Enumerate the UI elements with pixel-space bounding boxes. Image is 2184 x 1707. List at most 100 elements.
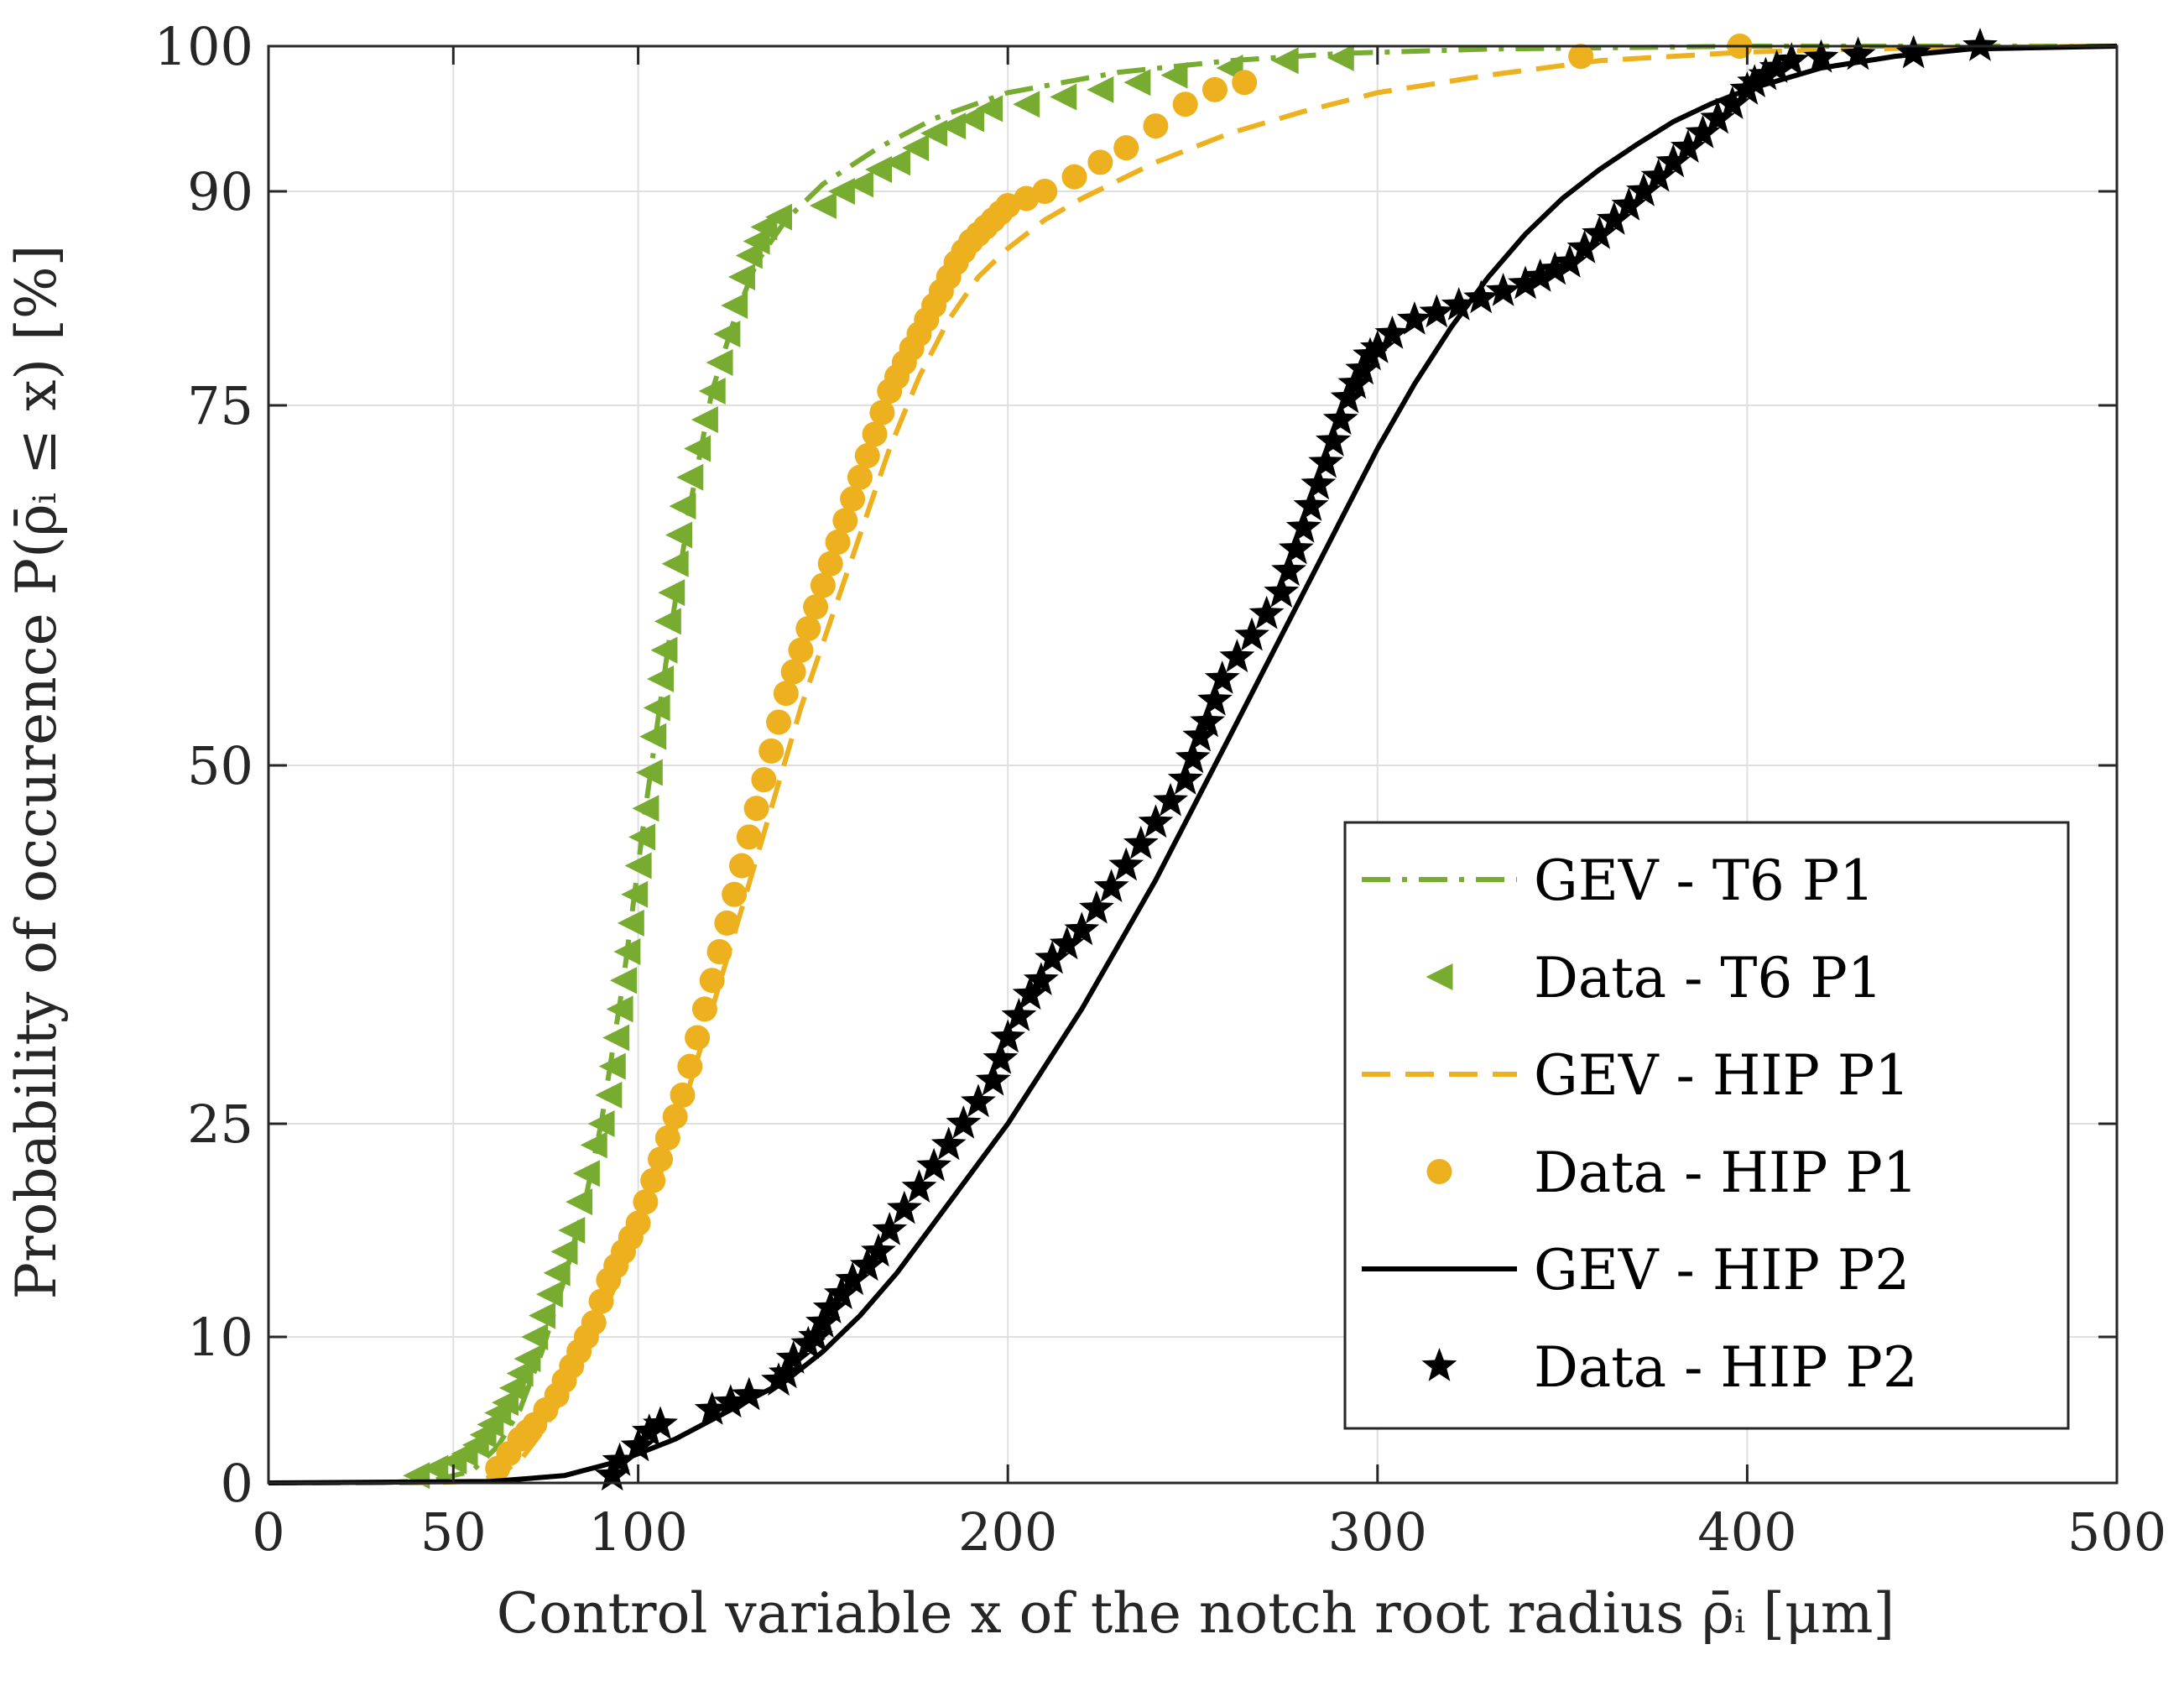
legend-entry-3: Data - HIP P1 — [1426, 1141, 1918, 1205]
data-point-1 — [624, 852, 652, 880]
data-point-5 — [1012, 976, 1048, 1010]
data-point-5 — [1182, 718, 1218, 752]
data-point-3 — [1201, 76, 1228, 102]
y-tick-label: 90 — [187, 161, 253, 222]
data-point-1 — [602, 1024, 630, 1052]
data-point-1 — [1087, 76, 1114, 103]
data-point-5 — [1640, 158, 1676, 192]
y-tick-label: 10 — [187, 1307, 253, 1368]
legend-entry-0: GEV - T6 P1 — [1362, 848, 1874, 913]
data-point-1 — [647, 666, 675, 693]
y-tick-label: 50 — [187, 735, 253, 796]
y-tick-label: 0 — [221, 1453, 253, 1514]
data-point-5 — [1962, 28, 1998, 61]
data-point-1 — [661, 550, 689, 577]
data-point-5 — [990, 1019, 1026, 1053]
data-point-5 — [1522, 258, 1558, 292]
data-point-5 — [712, 1384, 748, 1418]
series-5 — [594, 28, 1998, 1491]
plot-series — [268, 28, 2118, 1491]
data-point-1 — [632, 795, 659, 822]
data-point-1 — [650, 636, 678, 664]
legend-box — [1343, 821, 2070, 1430]
data-point-3 — [625, 1210, 651, 1236]
data-point-1 — [613, 938, 641, 966]
data-point-3 — [706, 939, 732, 965]
data-point-5 — [835, 1261, 871, 1296]
data-point-5 — [1759, 50, 1795, 83]
data-point-5 — [643, 1406, 678, 1440]
data-point-3 — [780, 659, 806, 685]
data-point-3 — [588, 1288, 614, 1314]
data-point-5 — [1264, 574, 1300, 608]
data-point-5 — [1803, 39, 1839, 73]
legend-label: Data - HIP P1 — [1534, 1141, 1918, 1205]
data-point-1 — [665, 521, 693, 549]
legend-entry-2: GEV - HIP P1 — [1362, 1043, 1910, 1108]
data-point-5 — [1093, 869, 1129, 902]
data-point-1 — [902, 134, 930, 162]
data-point-5 — [1248, 595, 1285, 629]
data-point-5 — [1463, 279, 1499, 314]
data-point-5 — [1308, 444, 1343, 478]
x-tick-label: 300 — [1328, 1501, 1427, 1563]
data-point-3 — [1032, 179, 1058, 204]
data-point-5 — [930, 1126, 967, 1161]
data-point-1 — [658, 579, 685, 607]
data-point-5 — [1655, 144, 1691, 178]
data-point-1 — [639, 723, 667, 750]
data-point-3 — [795, 615, 821, 641]
x-tick-label: 50 — [420, 1501, 487, 1563]
data-point-5 — [1582, 216, 1618, 249]
y-tick-label: 75 — [187, 375, 253, 436]
data-point-1 — [529, 1302, 556, 1329]
data-point-1 — [743, 227, 770, 255]
data-point-5 — [1396, 301, 1432, 335]
data-point-3 — [633, 1189, 659, 1215]
data-point-1 — [491, 1389, 519, 1417]
y-tick-label: 25 — [187, 1094, 253, 1155]
y-axis-label: Probability of occurence P(ρ̄ᵢ ≤ x) [%] — [4, 245, 69, 1300]
data-point-5 — [1737, 64, 1773, 97]
data-point-5 — [1285, 509, 1321, 543]
data-point-3 — [854, 443, 880, 469]
data-point-1 — [669, 493, 696, 520]
data-point-5 — [1322, 401, 1358, 435]
data-point-1 — [691, 406, 718, 434]
data-point-5 — [1419, 294, 1455, 328]
data-point-5 — [775, 1340, 811, 1374]
data-point-5 — [1441, 287, 1477, 321]
data-point-5 — [1537, 251, 1573, 285]
data-point-3 — [825, 530, 851, 556]
data-point-3 — [817, 551, 843, 577]
data-point-3 — [847, 464, 873, 490]
data-point-3 — [581, 1310, 607, 1336]
data-point-1 — [535, 1281, 563, 1308]
data-point-5 — [983, 1041, 1019, 1074]
data-point-5 — [861, 1233, 896, 1267]
legend-label: GEV - T6 P1 — [1534, 848, 1874, 913]
data-point-3 — [832, 508, 858, 534]
data-point-3 — [788, 637, 814, 663]
data-point-5 — [1064, 911, 1100, 946]
data-point-1 — [809, 192, 837, 219]
data-point-1 — [750, 213, 778, 241]
data-point-3 — [1172, 91, 1198, 117]
data-point-3 — [1061, 164, 1087, 190]
data-point-3 — [677, 1053, 703, 1079]
data-point-3 — [699, 968, 725, 994]
data-point-5 — [1316, 422, 1351, 457]
data-point-5 — [1671, 129, 1706, 163]
data-point-1 — [846, 170, 873, 198]
data-point-3 — [810, 572, 836, 598]
data-point-5 — [1219, 639, 1255, 673]
data-point-5 — [631, 1413, 667, 1447]
legend-entry-4: GEV - HIP P2 — [1362, 1238, 1910, 1302]
data-point-1 — [727, 264, 755, 290]
data-point-1 — [735, 242, 763, 269]
data-point-5 — [1485, 273, 1521, 306]
series-1 — [403, 44, 1354, 1490]
tick-labels: 0 50 100 200 300 400 500 0 10 25 50 75 90 100 — [154, 16, 2167, 1563]
data-point-1 — [1327, 44, 1354, 71]
data-point-5 — [1108, 847, 1144, 881]
